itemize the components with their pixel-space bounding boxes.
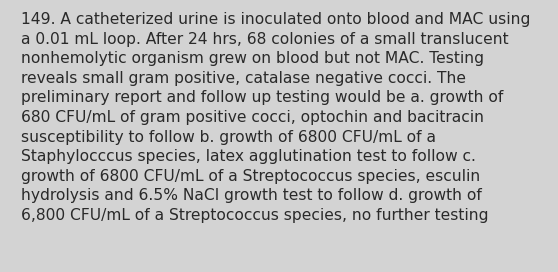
Text: 149. A catheterized urine is inoculated onto blood and MAC using
a 0.01 mL loop.: 149. A catheterized urine is inoculated …: [21, 12, 531, 223]
